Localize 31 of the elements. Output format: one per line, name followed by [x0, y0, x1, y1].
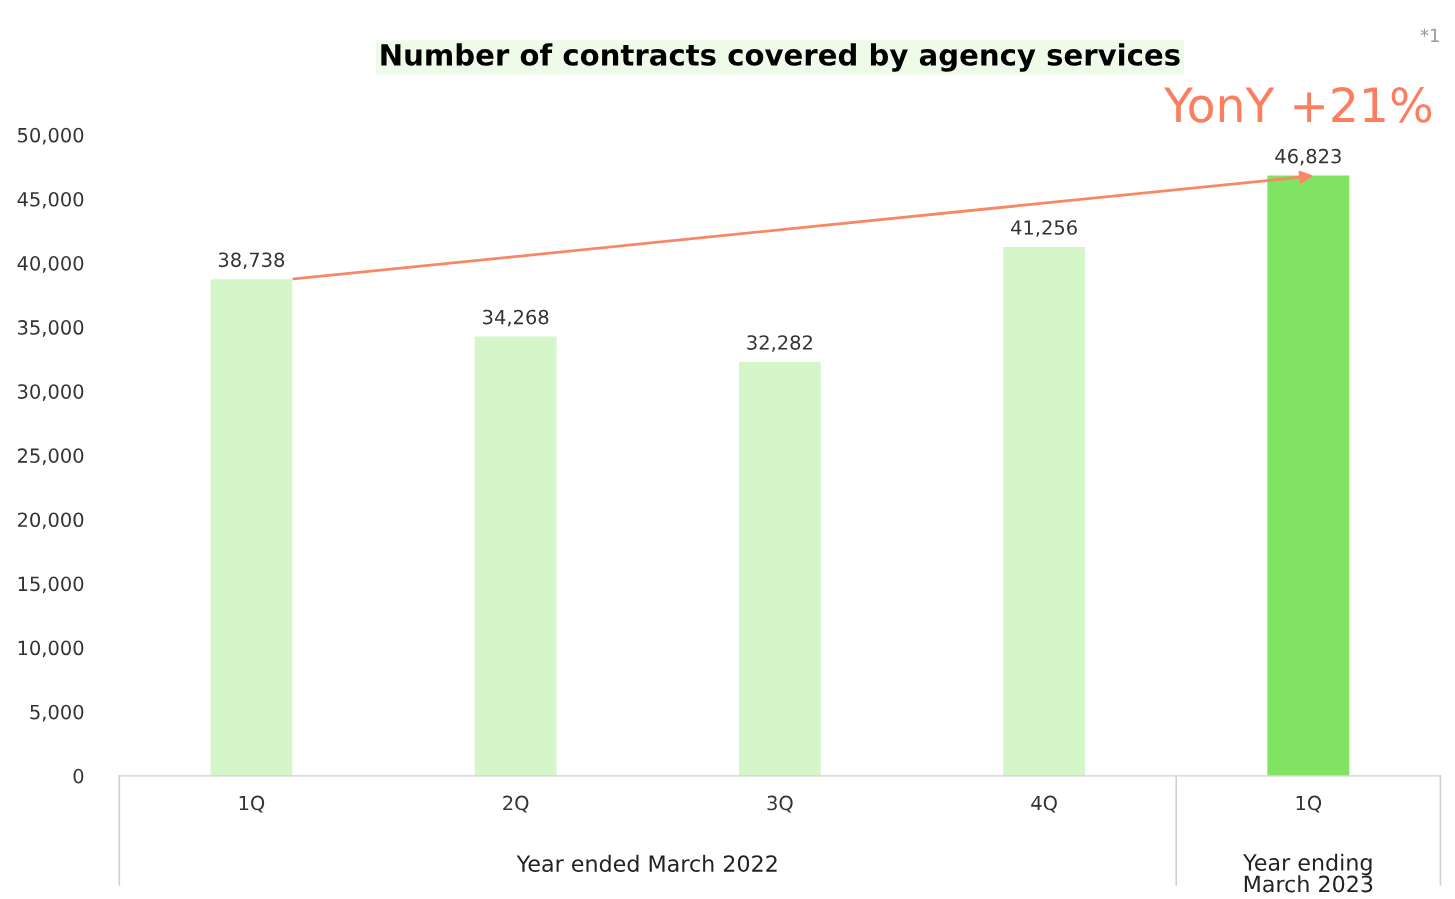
bar [474, 336, 557, 776]
x-tick-label: 3Q [767, 795, 793, 813]
data-label: 32,282 [747, 335, 812, 352]
text: Year ending March 2023 [1243, 853, 1373, 893]
y-tick-label: 50,000 [18, 127, 84, 145]
data-label: 46,823 [1275, 148, 1341, 166]
x-tick-label: 4Q [1031, 795, 1057, 813]
bar [1003, 246, 1086, 776]
bar [1267, 175, 1350, 776]
x-tick-label: 1Q [1296, 795, 1322, 813]
x-tick-label: 2Q [503, 795, 529, 813]
bar [210, 279, 293, 776]
bar [738, 361, 821, 776]
y-tick-label: 30,000 [18, 384, 84, 401]
y-tick-label: 25,000 [17, 448, 84, 465]
data-label: 34,268 [483, 309, 549, 327]
chart-title: Number of contracts covered by agency services [381, 43, 1180, 72]
y-tick-label: 15,000 [18, 576, 84, 594]
y-tick-label: 5,000 [30, 704, 84, 722]
data-label: 41,256 [1011, 220, 1077, 237]
y-tick-label: 20,000 [17, 512, 84, 530]
y-tick-label: 0 [73, 768, 84, 784]
y-tick-label: 10,000 [18, 640, 84, 658]
x-tick-label: 1Q [239, 795, 265, 813]
text: *1 [1420, 28, 1439, 42]
y-tick-label: 35,000 [18, 320, 84, 337]
text: YonY +21% [1163, 86, 1432, 123]
text: Year ended March 2022 [516, 854, 777, 873]
y-tick-label: 40,000 [17, 256, 84, 273]
data-label: 38,738 [218, 252, 285, 270]
y-tick-label: 45,000 [17, 191, 84, 209]
